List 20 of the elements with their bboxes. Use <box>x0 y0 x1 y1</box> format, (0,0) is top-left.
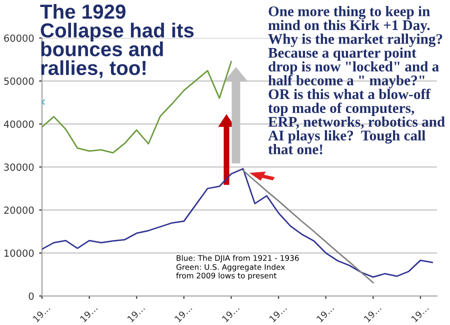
y-tick-label: 40000 <box>4 120 34 128</box>
x-tick-label: 19… <box>410 304 429 322</box>
text: One more thing to keep in mind on this Kirk +1 Day. Why is the market rallying? Because a quarter point drop is now "locked" and a half become a " maybe?" OR is this what a blow-off top made of computers, ERP, networks, robotics and AI plays like? Tough call that one! <box>268 6 445 154</box>
x-tick-label: 19… <box>364 304 382 322</box>
line-series <box>42 60 232 154</box>
y-tick-label: 30000 <box>4 163 34 171</box>
x-tick-label: 19… <box>269 304 287 322</box>
chart-title: The 1929 Collapse had its bounces and rallies, too! <box>40 4 194 78</box>
x-tick-label: 19… <box>316 304 334 322</box>
y-tick-label: 0 <box>28 292 34 300</box>
x-tick-label: 19… <box>32 304 50 322</box>
y-tick-label: 60000 <box>4 34 34 42</box>
x-tick-label: 19… <box>222 304 240 322</box>
line-series <box>42 168 433 278</box>
x-tick-label: 19… <box>80 304 98 322</box>
x-tick-label: 19… <box>127 304 145 322</box>
y-tick-label: 20000 <box>4 206 34 214</box>
y-tick-label: 10000 <box>4 249 34 257</box>
x-tick-label: 19… <box>174 304 192 322</box>
y-tick-label: 50000 <box>4 77 34 85</box>
